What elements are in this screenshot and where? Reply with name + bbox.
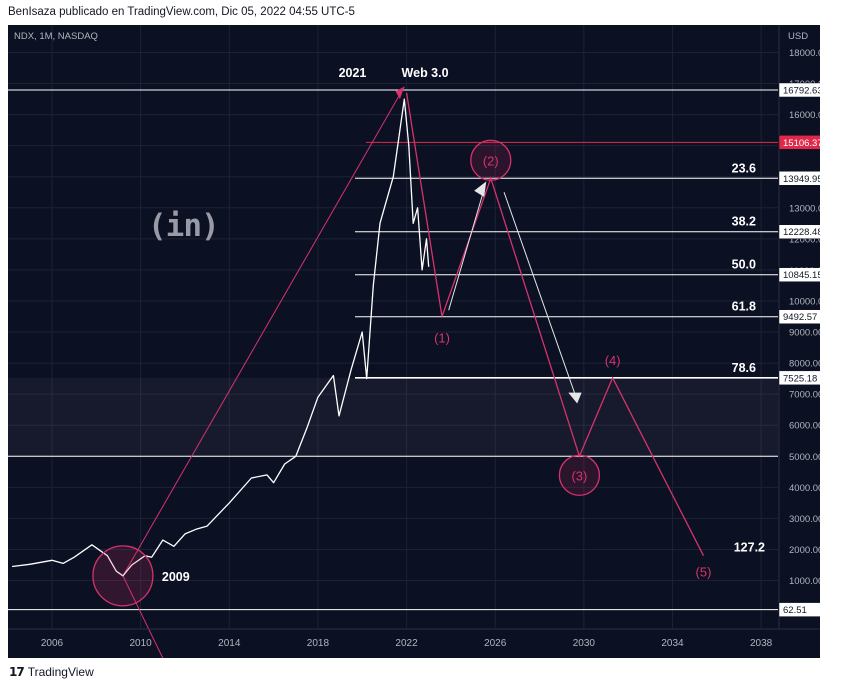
annotation: Web 3.0 [402, 66, 449, 80]
y-tick-label: 2000.00 [789, 545, 820, 556]
level-price-label: 10845.15 [783, 270, 820, 281]
y-tick-label: 8000.00 [789, 359, 820, 370]
y-tick-label: 18000.00 [789, 48, 820, 59]
y-tick-label: 9000.00 [789, 328, 820, 339]
level-price-tag [778, 171, 820, 186]
tradingview-logo-icon: 17 [9, 665, 25, 679]
level-price-label: 15106.37 [783, 138, 820, 149]
fib-label: 23.6 [732, 161, 756, 175]
level-price-label: 62.51 [783, 605, 807, 616]
y-tick-label: 16000.00 [789, 110, 820, 121]
level-price-tag [778, 370, 820, 386]
fib-label: 61.8 [732, 300, 756, 314]
fib-label: 127.2 [734, 541, 765, 555]
y-tick-label: 13000.00 [789, 203, 820, 214]
arrow-head [395, 86, 405, 100]
tradingview-footer: 17 TradingView [9, 663, 94, 681]
level-price-tag [778, 82, 820, 98]
wave-label: (2) [483, 153, 499, 168]
level-price-tag [778, 135, 820, 150]
annotation: 2021 [339, 66, 367, 80]
x-tick-label: 2018 [307, 638, 330, 649]
annotation: 2009 [162, 570, 190, 584]
y-axis-currency: USD [788, 31, 808, 42]
y-tick-label: 6000.00 [789, 421, 820, 432]
price-line [12, 98, 430, 577]
x-tick-label: 2034 [661, 638, 684, 649]
wave-label: (4) [605, 353, 621, 368]
y-tick-label: 10000.00 [789, 296, 820, 307]
impulse-line [122, 86, 405, 577]
projection-arrow [448, 189, 485, 311]
y-tick-label: 7000.00 [789, 390, 820, 401]
fib-label: 50.0 [732, 258, 756, 272]
wave-label: (5) [696, 565, 712, 580]
level-price-label: 13949.95 [783, 174, 820, 185]
level-price-tag [778, 267, 820, 282]
tradingview-wordmark: TradingView [27, 665, 94, 679]
level-price-label: 9492.57 [783, 312, 817, 323]
x-tick-label: 2006 [41, 638, 64, 649]
y-tick-label: 4000.00 [789, 483, 820, 494]
wave-label: (3) [571, 468, 587, 483]
y-tick-label: 12000.00 [789, 234, 820, 245]
x-tick-label: 2014 [218, 638, 241, 649]
level-price-tag [778, 224, 820, 239]
y-tick-label: 5000.00 [789, 452, 820, 463]
circle-wave-3 [558, 454, 601, 496]
chart-area[interactable]: 23.6 38.2 50.0 61.8 78.6 127.2 (1) (2) (3) (4) (5)… [8, 25, 820, 658]
retracement-zone [8, 377, 778, 457]
x-tick-label: 2026 [484, 638, 507, 649]
x-tick-label: 2038 [750, 638, 773, 649]
arrow-head [568, 392, 582, 404]
x-tick-label: 2022 [395, 638, 418, 649]
projection-arrow [503, 192, 576, 395]
circle-wave-2 [470, 139, 512, 181]
level-price-tag [778, 602, 820, 617]
symbol-label: NDX, 1M, NASDAQ [14, 31, 98, 42]
fib-label: 38.2 [732, 215, 756, 229]
beincrypto-logo: (in) [148, 208, 220, 244]
level-price-label: 12228.48 [783, 227, 820, 238]
elliott-wave-line [405, 92, 705, 556]
y-tick-label: 1000.00 [789, 576, 820, 587]
arrow-head [474, 181, 487, 197]
level-price-label: 16792.63 [783, 85, 820, 96]
x-tick-label: 2030 [573, 638, 596, 649]
level-price-tag [778, 309, 820, 324]
level-price-label: 7525.18 [783, 373, 817, 384]
y-tick-label: 3000.00 [789, 514, 820, 525]
publication-header: BenIsaza publicado en TradingView.com, D… [8, 6, 355, 18]
circle-2009 [92, 545, 154, 607]
fib-label: 78.6 [732, 361, 756, 375]
impulse-line [122, 575, 164, 658]
wave-label: (1) [434, 330, 450, 345]
price-chart[interactable]: 23.6 38.2 50.0 61.8 78.6 127.2 (1) (2) (3) (4) (5)… [8, 25, 820, 658]
x-tick-label: 2010 [130, 638, 153, 649]
